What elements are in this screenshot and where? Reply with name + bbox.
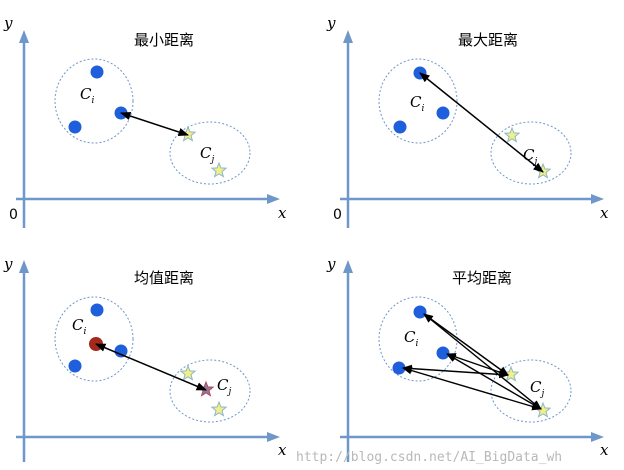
cluster-i-label: Ci bbox=[404, 328, 418, 349]
star-point-j bbox=[534, 162, 552, 179]
point-i bbox=[68, 120, 82, 134]
panel-max-distance: y x 0 最大距离 Ci Cj bbox=[326, 14, 609, 228]
cluster-j-label: Cj bbox=[217, 376, 231, 397]
origin-label: 0 bbox=[9, 207, 18, 223]
x-axis-label: x bbox=[600, 204, 609, 222]
star-point-j bbox=[210, 161, 228, 178]
point-i bbox=[90, 303, 104, 317]
star-point-j bbox=[210, 400, 228, 417]
y-axis-label: y bbox=[3, 255, 13, 273]
star-point-j bbox=[534, 401, 552, 418]
point-i bbox=[393, 120, 407, 134]
cluster-j-outline bbox=[169, 359, 251, 423]
panel-min-distance: y x 0 最小距离 Ci Cj bbox=[3, 14, 287, 228]
star-point-j bbox=[179, 364, 197, 381]
point-i bbox=[68, 359, 82, 373]
point-i bbox=[436, 106, 450, 120]
cluster-i-label: Ci bbox=[72, 316, 86, 337]
distance-arrow bbox=[446, 353, 542, 410]
cluster-j-outline bbox=[490, 359, 572, 423]
point-i bbox=[436, 346, 450, 360]
cluster-i-label: Ci bbox=[80, 85, 94, 106]
panel-mean-distance: y x 均值距离 Ci Cj bbox=[3, 255, 287, 462]
y-axis-label: y bbox=[326, 255, 336, 273]
panel-title: 均值距离 bbox=[134, 269, 194, 287]
cluster-j-label: Cj bbox=[523, 146, 537, 167]
cluster-i-outline bbox=[54, 296, 134, 382]
distance-arrow bbox=[423, 313, 542, 410]
distance-arrow bbox=[402, 366, 542, 411]
x-axis-label: x bbox=[278, 441, 287, 459]
y-axis-arrowhead bbox=[19, 260, 29, 273]
cluster-i-outline bbox=[54, 58, 134, 144]
distance-arrow bbox=[120, 111, 189, 137]
x-axis-arrowhead bbox=[591, 432, 604, 442]
mean-star-j bbox=[197, 380, 215, 397]
y-axis-arrowhead bbox=[19, 30, 29, 43]
panel-average-distance: y x 平均距离 Ci Cj bbox=[326, 255, 609, 462]
x-axis-label: x bbox=[278, 204, 287, 222]
panel-title: 最大距离 bbox=[458, 31, 518, 49]
star-point-j bbox=[503, 126, 521, 143]
distance-arrow bbox=[95, 343, 207, 391]
y-axis-label: y bbox=[3, 14, 13, 32]
x-axis-arrowhead bbox=[267, 194, 280, 204]
x-axis-label: x bbox=[600, 441, 609, 459]
panel-title: 平均距离 bbox=[452, 269, 512, 287]
y-axis-label: y bbox=[326, 14, 336, 32]
point-i bbox=[90, 65, 104, 79]
cluster-j-label: Cj bbox=[200, 144, 214, 165]
cluster-j-label: Cj bbox=[530, 378, 544, 399]
x-axis-arrowhead bbox=[267, 432, 280, 442]
panel-title: 最小距离 bbox=[134, 31, 194, 49]
cluster-j-outline bbox=[490, 121, 572, 185]
origin-label: 0 bbox=[333, 207, 342, 223]
distance-arrow bbox=[419, 72, 544, 173]
watermark-text: http://blog.csdn.net/AI_BigData_wh bbox=[296, 450, 562, 465]
x-axis-arrowhead bbox=[591, 194, 604, 204]
cluster-j-outline bbox=[169, 121, 251, 185]
cluster-i-label: Ci bbox=[410, 93, 424, 114]
point-i bbox=[413, 305, 427, 319]
y-axis-arrowhead bbox=[343, 260, 353, 273]
y-axis-arrowhead bbox=[343, 30, 353, 43]
